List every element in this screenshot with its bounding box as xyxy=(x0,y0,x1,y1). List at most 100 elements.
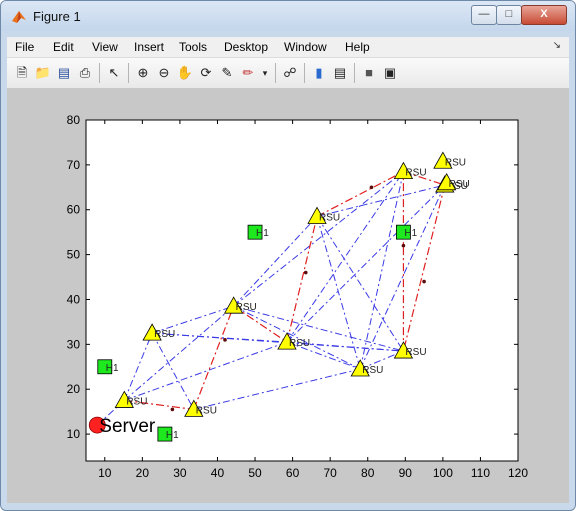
blue-edge xyxy=(359,171,404,370)
zoom-out-icon[interactable]: ⊖ xyxy=(158,65,170,80)
edit-plot-icon[interactable]: ↖ xyxy=(108,65,120,80)
blue-edge xyxy=(123,332,153,401)
h-node-label: H1 xyxy=(404,228,417,239)
menu-view[interactable]: View xyxy=(92,40,118,54)
toolbar-separator xyxy=(304,63,305,83)
minimize-icon: — xyxy=(478,8,490,20)
red-midpoints xyxy=(170,185,426,412)
blue-edge xyxy=(316,216,361,370)
rsu-node-marker xyxy=(223,296,244,314)
server-marker xyxy=(88,416,106,434)
red-edge xyxy=(402,184,446,352)
x-tick-label: 50 xyxy=(248,466,262,480)
x-tick-label: 70 xyxy=(323,466,337,480)
x-tick-label: 100 xyxy=(433,466,453,480)
brush-dropdown-icon[interactable]: ▾ xyxy=(262,68,268,78)
nodes: H1 H1 H1 H1 RSU RSU RSU RSU RSU RSU RSU RSU RSU RSU RS… xyxy=(88,151,470,442)
toolbar-separator xyxy=(128,63,129,83)
colorbar-icon[interactable]: ▮ xyxy=(315,65,323,80)
blue-edge xyxy=(359,184,446,370)
menu-bar: File Edit View Insert Tools Desktop Wind… xyxy=(7,37,569,58)
y-tick-label: 30 xyxy=(67,337,81,351)
toolbar: 🗎 📁 ▤ ⎙ ↖ ⊕ ⊖ ✋ ⟳ ✎ ✏ ▾ ☍ ▮ ▤ ■ ▣ xyxy=(7,58,569,89)
maximize-icon: □ xyxy=(505,8,513,20)
rotate-3d-icon[interactable]: ⟳ xyxy=(200,65,212,80)
rsu-node-label: RSU xyxy=(289,338,310,349)
hide-plot-tools-icon[interactable]: ■ xyxy=(365,65,373,80)
print-icon[interactable]: ⎙ xyxy=(79,65,91,80)
red-edge xyxy=(124,399,194,410)
menu-dock-arrow-icon[interactable]: ↘ xyxy=(552,40,561,51)
legend-icon[interactable]: ▤ xyxy=(333,65,347,80)
matlab-icon xyxy=(12,11,26,23)
menu-help[interactable]: Help xyxy=(345,40,370,54)
minimize-button[interactable]: — xyxy=(471,5,497,25)
y-tick-label: 60 xyxy=(67,203,81,217)
save-icon[interactable]: ▤ xyxy=(57,65,71,80)
h-node-marker xyxy=(97,359,113,375)
blue-edge xyxy=(286,171,404,343)
rsu-node-marker xyxy=(307,206,327,224)
x-tick-label: 80 xyxy=(361,466,375,480)
y-tick-label: 80 xyxy=(67,113,81,127)
axis-ticks: 10 20 30 40 50 60 70 80 90 100 110 120 10 20 30 40 50 60 7… xyxy=(67,113,529,480)
link-plot-icon[interactable]: ☍ xyxy=(283,65,297,80)
x-tick-label: 90 xyxy=(399,466,413,480)
title-bar[interactable]: Figure 1 — □ X xyxy=(1,1,575,31)
h-node-label: H1 xyxy=(256,228,269,239)
blue-edge xyxy=(151,305,234,334)
red-edge xyxy=(316,171,404,217)
midpoint-marker xyxy=(401,243,406,248)
rsu-node-marker xyxy=(436,172,457,191)
rsu-node-label: RSU xyxy=(405,168,426,179)
blue-edge xyxy=(286,184,446,343)
rsu-node-marker xyxy=(114,390,135,408)
open-file-icon[interactable]: 📁 xyxy=(34,65,52,80)
x-tick-label: 20 xyxy=(136,466,150,480)
h-node-marker xyxy=(157,426,173,442)
brush-icon[interactable]: ✏ xyxy=(242,65,254,80)
midpoint-marker xyxy=(303,270,308,275)
rsu-node-label: RSU xyxy=(154,329,175,340)
menu-desktop[interactable]: Desktop xyxy=(224,40,269,54)
midpoint-marker xyxy=(170,407,175,412)
rsu-node-marker xyxy=(433,151,453,169)
maximize-button[interactable]: □ xyxy=(496,5,522,25)
red-edge xyxy=(193,305,235,410)
pan-icon[interactable]: ✋ xyxy=(176,65,194,80)
menu-tools[interactable]: Tools xyxy=(179,40,208,54)
menu-file[interactable]: File xyxy=(15,40,35,54)
toolbar-separator xyxy=(275,63,276,83)
plot-canvas[interactable]: H1 H1 H1 H1 RSU RSU RSU RSU RSU RSU RSU RSU RSU RSU RS… xyxy=(7,89,569,503)
x-tick-label: 30 xyxy=(173,466,187,480)
blue-edge xyxy=(286,341,404,352)
x-tick-label: 10 xyxy=(98,466,112,480)
rsu-node-label: RSU xyxy=(405,347,426,358)
blue-edge xyxy=(233,305,361,370)
menu-window[interactable]: Window xyxy=(284,40,327,54)
rsu-node-marker xyxy=(277,332,297,350)
window-title: Figure 1 xyxy=(33,9,81,24)
rsu-node-label: RSU xyxy=(362,365,383,376)
new-figure-icon[interactable]: 🗎 xyxy=(16,65,28,80)
menu-edit[interactable]: Edit xyxy=(53,40,74,54)
zoom-in-icon[interactable]: ⊕ xyxy=(137,65,149,80)
rsu-node-label: RSU xyxy=(447,181,468,192)
close-button[interactable]: X xyxy=(521,5,567,25)
x-tick-label: 40 xyxy=(211,466,225,480)
blue-edge xyxy=(286,341,361,370)
data-cursor-icon[interactable]: ✎ xyxy=(221,65,233,80)
blue-edge xyxy=(316,184,445,217)
rsu-node-marker xyxy=(142,323,162,341)
rsu-node-label: RSU xyxy=(126,396,147,407)
blue-edge xyxy=(233,305,404,352)
midpoint-marker xyxy=(422,279,426,284)
red-path xyxy=(124,171,446,410)
blue-edge xyxy=(124,341,288,401)
red-edge xyxy=(403,171,445,186)
menu-insert[interactable]: Insert xyxy=(134,40,165,54)
y-tick-label: 20 xyxy=(67,382,81,396)
x-tick-label: 110 xyxy=(471,466,490,480)
show-plot-tools-icon[interactable]: ▣ xyxy=(383,65,397,80)
